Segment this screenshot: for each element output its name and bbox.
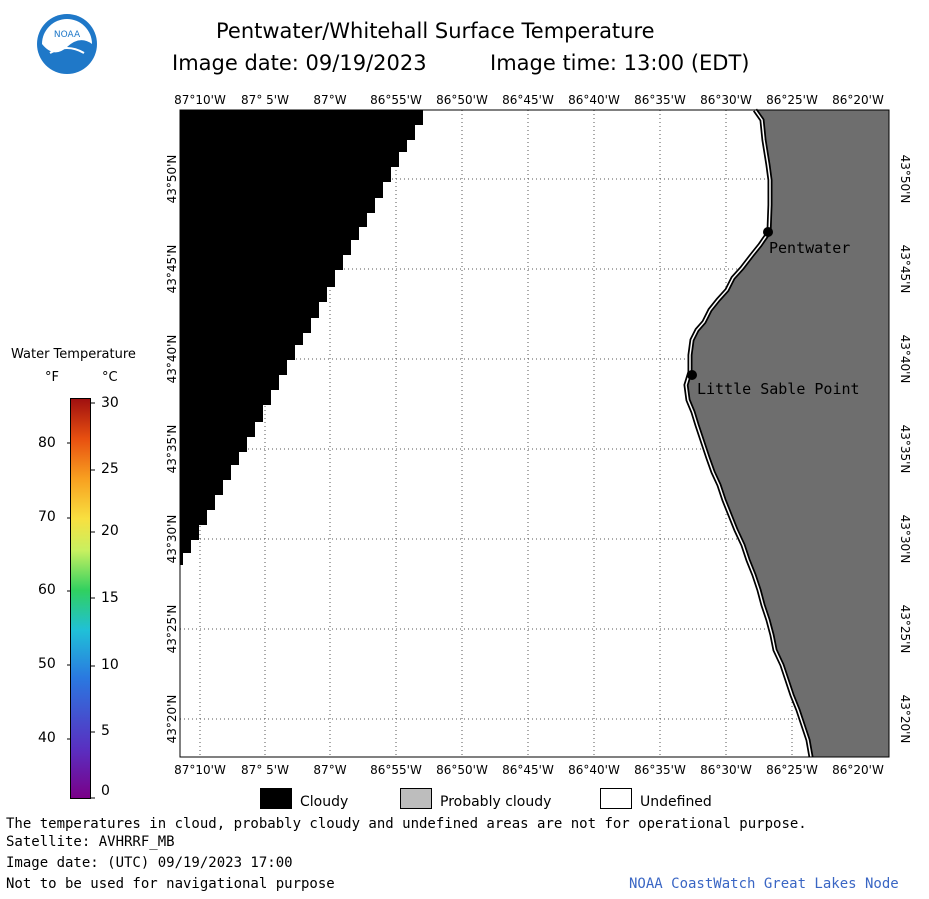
shoreline-highlight (685, 109, 812, 758)
longitude-label: 86°25'W (766, 93, 818, 107)
longitude-label: 86°55'W (370, 93, 422, 107)
land-region (686, 110, 889, 757)
latitude-label: 43°45'N (898, 245, 912, 294)
longitude-label: 87°W (313, 763, 346, 777)
place-marker-little-sable-point (687, 370, 697, 380)
latitude-label: 43°20'N (165, 695, 179, 744)
colorbar-unit-f: °F (45, 370, 59, 385)
latitude-label: 43°40'N (898, 335, 912, 384)
longitude-labels-bottom: 87°10'W 87° 5'W 87°W 86°55'W 86°50'W 86°45'W 8… (174, 763, 884, 777)
place-label-little-sable-point: Little Sable Point (697, 380, 860, 398)
longitude-label: 86°20'W (832, 93, 884, 107)
latitude-label: 43°25'N (898, 605, 912, 654)
longitude-label: 86°50'W (436, 93, 488, 107)
longitude-labels-top: 87°10'W 87° 5'W 87°W 86°55'W 86°50'W 86°45'W 8… (174, 93, 884, 107)
colorbar-title: Water Temperature (11, 347, 136, 362)
map-frame (179, 109, 890, 758)
latitude-label: 43°20'N (898, 695, 912, 744)
longitude-label: 86°20'W (832, 763, 884, 777)
cloud-region (180, 110, 423, 565)
longitude-label: 87°W (313, 93, 346, 107)
c-tick-0: 0 (101, 783, 110, 799)
latitude-label: 43°30'N (165, 515, 179, 564)
f-tick-80: 80 (38, 435, 56, 451)
longitude-label: 86°35'W (634, 93, 686, 107)
longitude-label: 86°45'W (502, 93, 554, 107)
noaa-logo: NOAA (37, 14, 97, 74)
f-tick-60: 60 (38, 582, 56, 598)
latitude-label: 43°40'N (165, 335, 179, 384)
latitude-labels-right: 43°50'N 43°45'N 43°40'N 43°35'N 43°30'N 43°25… (898, 155, 912, 744)
latitude-label: 43°30'N (898, 515, 912, 564)
f-tick-40: 40 (38, 730, 56, 746)
place-label-pentwater: Pentwater (769, 239, 850, 257)
c-tick-25: 25 (101, 461, 119, 477)
latitude-label: 43°25'N (165, 605, 179, 654)
page-title: Pentwater/Whitehall Surface Temperature (216, 19, 655, 43)
image-time: Image time: 13:00 (EDT) (490, 51, 750, 75)
latitude-label: 43°50'N (165, 155, 179, 204)
footer-utc-date: Image date: (UTC) 09/19/2023 17:00 (6, 855, 293, 871)
longitude-label: 87° 5'W (241, 763, 289, 777)
longitude-label: 86°50'W (436, 763, 488, 777)
footer-credit: NOAA CoastWatch Great Lakes Node (629, 876, 899, 892)
longitude-label: 86°40'W (568, 93, 620, 107)
footer-satellite: Satellite: AVHRRF_MB (6, 834, 175, 850)
c-tick-10: 10 (101, 657, 119, 673)
longitude-label: 86°55'W (370, 763, 422, 777)
logo-text: NOAA (54, 30, 81, 40)
latitude-label: 43°35'N (165, 425, 179, 474)
longitude-label: 86°45'W (502, 763, 554, 777)
c-tick-20: 20 (101, 523, 119, 539)
colorbar-unit-c: °C (102, 370, 118, 385)
place-marker-pentwater (763, 227, 773, 237)
legend-label-undefined: Undefined (640, 794, 712, 810)
longitude-label: 86°40'W (568, 763, 620, 777)
legend-swatch-probably-cloudy (400, 788, 432, 809)
latitude-labels-left: 43°50'N 43°45'N 43°40'N 43°35'N 43°30'N 43°25… (165, 155, 179, 744)
legend-label-cloudy: Cloudy (300, 794, 349, 810)
longitude-label: 87°10'W (174, 763, 226, 777)
legend-swatch-undefined (600, 788, 632, 809)
longitude-label: 86°30'W (700, 763, 752, 777)
f-tick-70: 70 (38, 509, 56, 525)
c-tick-5: 5 (101, 723, 110, 739)
c-tick-30: 30 (101, 395, 119, 411)
colorbar-ticks (67, 402, 95, 799)
longitude-label: 86°25'W (766, 763, 818, 777)
latitude-label: 43°45'N (165, 245, 179, 294)
latitude-label: 43°50'N (898, 155, 912, 204)
c-tick-15: 15 (101, 590, 119, 606)
longitude-label: 86°35'W (634, 763, 686, 777)
footer-navigation-warning: Not to be used for navigational purpose (6, 876, 335, 892)
longitude-label: 86°30'W (700, 93, 752, 107)
longitude-label: 87°10'W (174, 93, 226, 107)
legend-label-probably-cloudy: Probably cloudy (440, 794, 552, 810)
f-tick-50: 50 (38, 656, 56, 672)
latitude-label: 43°35'N (898, 425, 912, 474)
legend-swatch-cloudy (260, 788, 292, 809)
footer-disclaimer: The temperatures in cloud, probably clou… (6, 816, 807, 832)
longitude-label: 87° 5'W (241, 93, 289, 107)
image-date: Image date: 09/19/2023 (172, 51, 427, 75)
